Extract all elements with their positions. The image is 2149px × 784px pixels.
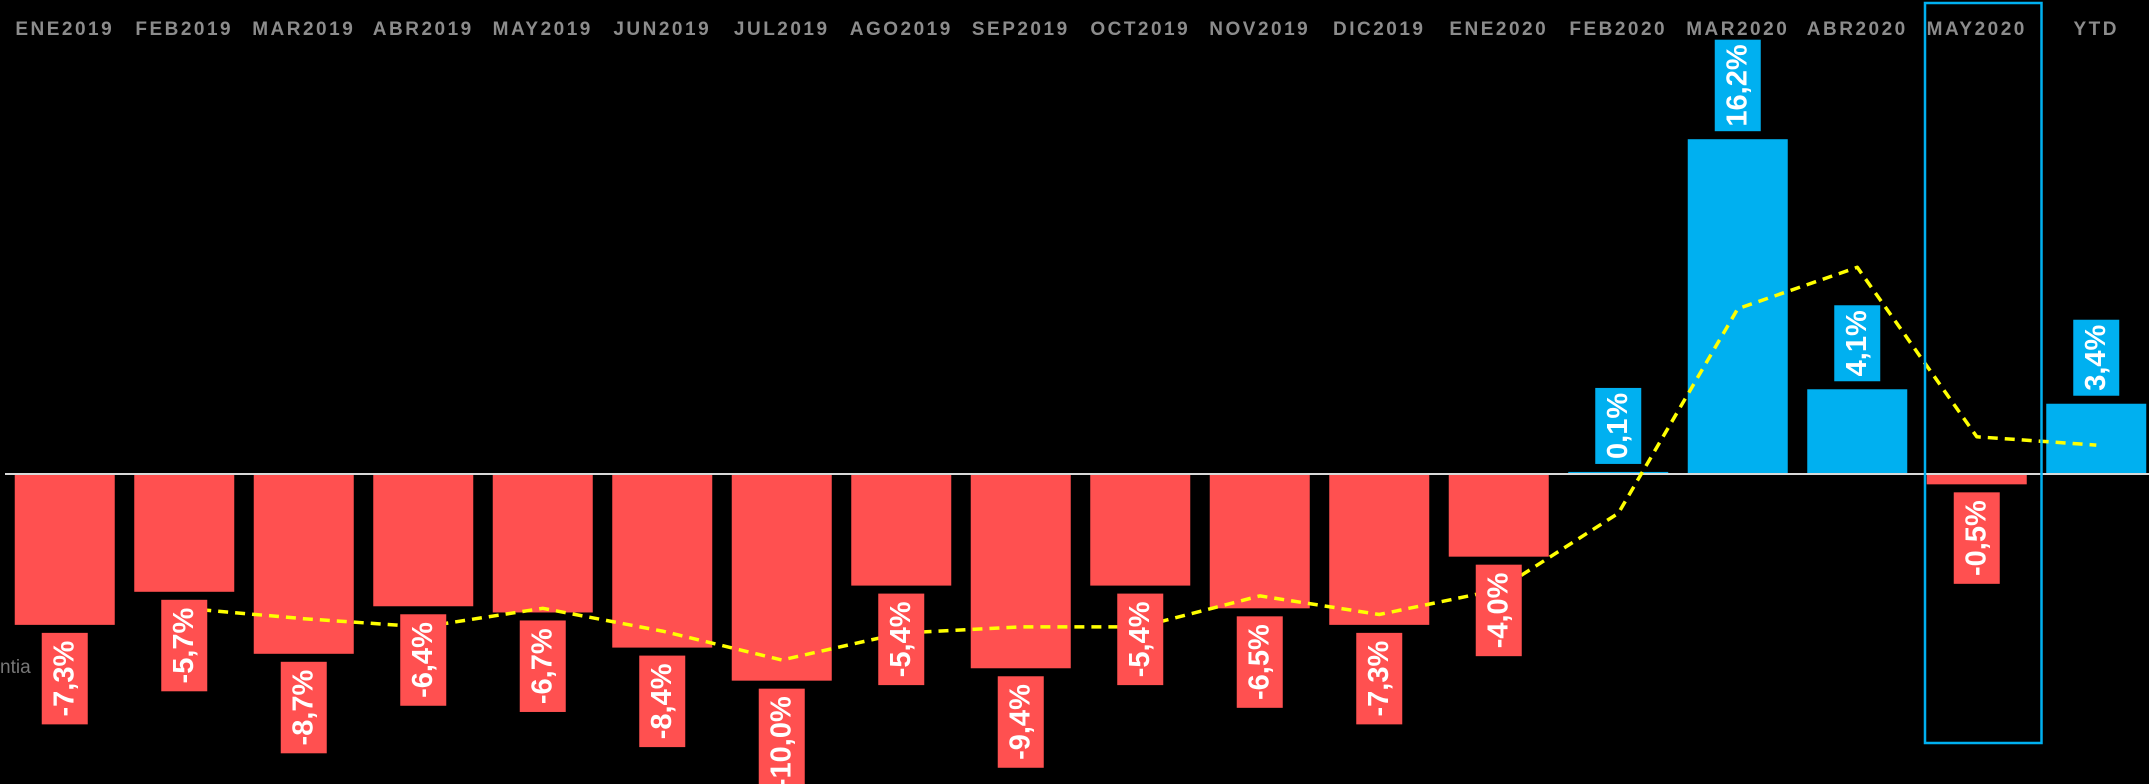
data-label-box bbox=[1595, 387, 1642, 464]
bar bbox=[1448, 474, 1549, 557]
data-label-text: -5,7% bbox=[168, 607, 200, 683]
category-label: JUL2019 bbox=[734, 19, 830, 40]
category-label: YTD bbox=[2074, 19, 2120, 40]
data-label-text: -6,5% bbox=[1244, 624, 1276, 700]
data-label-box bbox=[161, 599, 208, 692]
data-label-text: 3,4% bbox=[2080, 324, 2112, 390]
data-label-box bbox=[758, 688, 805, 784]
category-labels: ENE2019 FEB2019 MAR2019 ABR2019 MAY2019 JUN20… bbox=[15, 19, 2120, 40]
data-label-text: -6,7% bbox=[527, 628, 559, 704]
data-label: -7,3% bbox=[41, 632, 88, 725]
data-label: -7,3% bbox=[1356, 632, 1403, 725]
category-label: JUN2019 bbox=[613, 19, 711, 40]
data-label-text: 0,1% bbox=[1602, 393, 1634, 459]
category-label: FEB2020 bbox=[1569, 19, 1667, 40]
data-label: -5,4% bbox=[1117, 593, 1164, 686]
bar bbox=[1209, 474, 1310, 609]
category-label: MAR2019 bbox=[252, 19, 355, 40]
bar bbox=[14, 474, 115, 625]
data-label: -8,4% bbox=[639, 655, 686, 748]
data-label-box bbox=[1475, 564, 1522, 657]
data-label-text: 4,1% bbox=[1841, 310, 1873, 376]
data-label-text: -5,4% bbox=[885, 601, 917, 677]
data-label: 3,4% bbox=[2073, 319, 2120, 396]
data-label: -5,4% bbox=[878, 593, 925, 686]
data-label: -5,7% bbox=[161, 599, 208, 692]
data-label: -4,0% bbox=[1475, 564, 1522, 657]
data-label-text: -4,0% bbox=[1483, 572, 1515, 648]
data-label-box bbox=[1356, 632, 1403, 725]
bar bbox=[1090, 474, 1191, 586]
category-label: MAY2020 bbox=[1927, 19, 2027, 40]
category-label: NOV2019 bbox=[1209, 19, 1310, 40]
data-label: -6,5% bbox=[1236, 616, 1283, 708]
data-label-text: -6,4% bbox=[407, 622, 439, 698]
data-label-text: -7,3% bbox=[49, 641, 81, 717]
data-label-box bbox=[1953, 492, 2000, 584]
data-label-text: -8,4% bbox=[646, 663, 678, 739]
bar bbox=[612, 474, 713, 648]
data-label-text: -8,7% bbox=[288, 669, 320, 745]
bar bbox=[253, 474, 354, 654]
data-label-box bbox=[400, 614, 447, 706]
data-label-text: 16,2% bbox=[1722, 44, 1754, 126]
bar bbox=[970, 474, 1071, 669]
data-label: 16,2% bbox=[1714, 39, 1761, 132]
line-series bbox=[184, 265, 2097, 662]
data-label-box bbox=[1117, 593, 1164, 686]
bar bbox=[1329, 474, 1430, 625]
category-label: SEP2019 bbox=[972, 19, 1070, 40]
bar bbox=[2046, 403, 2147, 474]
data-label-box bbox=[639, 655, 686, 748]
bar bbox=[1687, 139, 1788, 474]
bar bbox=[851, 474, 952, 586]
bar-series bbox=[14, 139, 2147, 681]
data-label-box bbox=[878, 593, 925, 686]
data-label: -6,4% bbox=[400, 614, 447, 706]
bar bbox=[373, 474, 474, 607]
category-label: OCT2019 bbox=[1090, 19, 1190, 40]
highlight-box bbox=[1923, 1, 2043, 745]
data-label: -6,7% bbox=[519, 620, 566, 712]
data-label-box bbox=[2073, 319, 2120, 396]
category-label: FEB2019 bbox=[135, 19, 233, 40]
bar bbox=[492, 474, 593, 613]
bar bbox=[1807, 389, 1908, 474]
category-label: AGO2019 bbox=[850, 19, 953, 40]
data-label-box bbox=[997, 676, 1044, 768]
data-label-box bbox=[280, 661, 327, 754]
data-label-text: -0,5% bbox=[1961, 500, 1993, 576]
data-label: -10,0% bbox=[758, 688, 805, 784]
data-label-box bbox=[519, 620, 566, 712]
data-label-box bbox=[1834, 305, 1881, 382]
data-label-text: -7,3% bbox=[1363, 641, 1395, 717]
data-label: 4,1% bbox=[1834, 305, 1881, 382]
data-labels: -7,3% -5,7% -8,7% -6,4% -6,7% -8,4% -10,0% -5,4… bbox=[41, 39, 2120, 784]
category-label: MAR2020 bbox=[1686, 19, 1789, 40]
category-label: MAY2019 bbox=[493, 19, 593, 40]
bar bbox=[134, 474, 235, 592]
data-label-text: -5,4% bbox=[1124, 601, 1156, 677]
line-series-path bbox=[184, 265, 2097, 662]
category-label: DIC2019 bbox=[1333, 19, 1426, 40]
category-label: ENE2020 bbox=[1449, 19, 1548, 40]
bar bbox=[1926, 474, 2027, 485]
data-label: -8,7% bbox=[280, 661, 327, 754]
data-label: 0,1% bbox=[1595, 387, 1642, 464]
bar bbox=[731, 474, 832, 681]
data-label-box bbox=[41, 632, 88, 725]
data-label-box bbox=[1236, 616, 1283, 708]
category-label: ABR2020 bbox=[1807, 19, 1908, 40]
data-label-text: -9,4% bbox=[1005, 684, 1037, 760]
side-text: ntia bbox=[0, 657, 31, 678]
data-label-text: -10,0% bbox=[766, 696, 798, 784]
data-label: -0,5% bbox=[1953, 492, 2000, 584]
data-label: -9,4% bbox=[997, 676, 1044, 768]
category-label: ABR2019 bbox=[373, 19, 474, 40]
category-label: ENE2019 bbox=[15, 19, 114, 40]
data-label-box bbox=[1714, 39, 1761, 132]
